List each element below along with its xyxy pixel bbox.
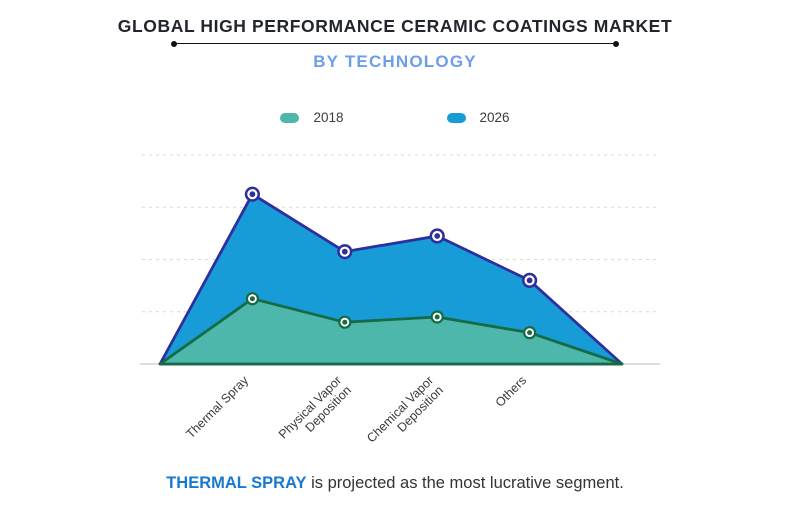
marker-2018-thermal-spray-dot — [249, 296, 255, 302]
marker-2026-others-dot — [526, 277, 533, 284]
chart-title: GLOBAL HIGH PERFORMANCE CERAMIC COATINGS… — [117, 16, 673, 36]
marker-2018-physical-vapor-deposition-dot — [342, 319, 348, 325]
legend-label-2026: 2026 — [479, 110, 510, 125]
marker-2018-others-dot — [527, 330, 533, 336]
marker-2026-chemical-vapor-deposition-dot — [434, 233, 441, 239]
caption: THERMAL SPRAY is projected as the most l… — [0, 474, 790, 493]
marker-2018-chemical-vapor-deposition-dot — [434, 314, 440, 320]
caption-text: is projected as the most lucrative segme… — [306, 474, 624, 492]
chart-subtitle: BY TECHNOLOGY — [313, 52, 477, 71]
title-underline — [171, 40, 619, 47]
marker-2026-thermal-spray-dot — [249, 191, 256, 198]
legend-swatch-2026 — [446, 112, 466, 123]
legend: 2018 2026 — [0, 110, 790, 125]
caption-highlight: THERMAL SPRAY — [166, 474, 307, 492]
marker-2026-physical-vapor-deposition-dot — [341, 248, 348, 255]
legend-item-2018[interactable]: 2018 — [280, 110, 344, 125]
legend-item-2026[interactable]: 2026 — [446, 110, 510, 125]
legend-swatch-2018 — [280, 112, 300, 123]
legend-label-2018: 2018 — [313, 110, 344, 125]
